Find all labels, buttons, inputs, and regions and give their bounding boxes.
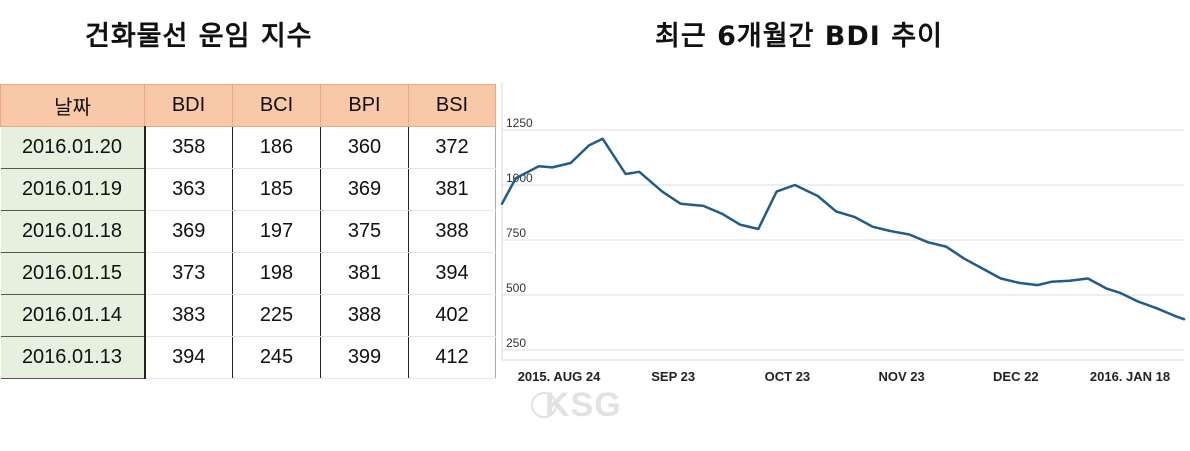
y-tick-label: 1250 bbox=[506, 116, 533, 130]
chart-title: 최근 6개월간 BDI 추이 bbox=[655, 21, 943, 52]
x-tick-label: 2015. AUG 24 bbox=[518, 369, 601, 384]
cell-bsi: 372 bbox=[408, 126, 496, 169]
cell-bdi: 363 bbox=[144, 168, 233, 211]
cell-bpi: 360 bbox=[320, 126, 409, 169]
table-row: 2016.01.20 358 186 360 372 bbox=[0, 126, 496, 169]
watermark-seal-icon bbox=[531, 392, 557, 418]
table-title: 건화물선 운임 지수 bbox=[85, 21, 313, 52]
cell-bci: 197 bbox=[232, 210, 321, 253]
header-bci: BCI bbox=[232, 84, 321, 127]
cell-bdi: 358 bbox=[144, 126, 233, 169]
cell-bpi: 381 bbox=[320, 252, 409, 295]
table-row: 2016.01.18 369 197 375 388 bbox=[0, 210, 496, 253]
header-date: 날짜 bbox=[0, 84, 145, 127]
y-tick-label: 500 bbox=[506, 281, 526, 295]
cell-bpi: 375 bbox=[320, 210, 409, 253]
cell-bsi: 381 bbox=[408, 168, 496, 211]
y-tick-label: 250 bbox=[506, 336, 526, 350]
cell-date: 2016.01.19 bbox=[0, 168, 146, 211]
header-bpi: BPI bbox=[320, 84, 409, 127]
cell-bdi: 383 bbox=[144, 294, 233, 337]
cell-bsi: 394 bbox=[408, 252, 496, 295]
cell-bsi: 402 bbox=[408, 294, 496, 337]
cell-date: 2016.01.20 bbox=[0, 126, 146, 169]
cell-date: 2016.01.13 bbox=[0, 336, 146, 379]
cell-bci: 198 bbox=[232, 252, 321, 295]
cell-bsi: 388 bbox=[408, 210, 496, 253]
cell-bdi: 369 bbox=[144, 210, 233, 253]
table-row: 2016.01.13 394 245 399 412 bbox=[0, 336, 496, 379]
watermark-logo: KSG bbox=[545, 386, 622, 424]
x-tick-label: OCT 23 bbox=[765, 369, 811, 384]
cell-date: 2016.01.14 bbox=[0, 294, 146, 337]
cell-bpi: 388 bbox=[320, 294, 409, 337]
cell-bci: 225 bbox=[232, 294, 321, 337]
bdi-series-line bbox=[500, 137, 1186, 321]
x-tick-label: 2016. JAN 18 bbox=[1090, 369, 1170, 384]
cell-bdi: 373 bbox=[144, 252, 233, 295]
cell-date: 2016.01.15 bbox=[0, 252, 146, 295]
x-tick-label: SEP 23 bbox=[651, 369, 695, 384]
cell-date: 2016.01.18 bbox=[0, 210, 146, 253]
cell-bsi: 412 bbox=[408, 336, 496, 379]
table-row: 2016.01.15 373 198 381 394 bbox=[0, 252, 496, 295]
bdi-line-chart: 1250 1000 750 500 250 2015. AUG 24 SEP 23 OCT 2… bbox=[500, 82, 1186, 384]
header-bdi: BDI bbox=[144, 84, 233, 127]
y-tick-label: 1000 bbox=[506, 171, 533, 185]
table-header-row: 날짜 BDI BCI BPI BSI bbox=[0, 84, 496, 127]
x-tick-label: DEC 22 bbox=[993, 369, 1039, 384]
x-tick-label: NOV 23 bbox=[878, 369, 924, 384]
header-bsi: BSI bbox=[408, 84, 496, 127]
cell-bci: 245 bbox=[232, 336, 321, 379]
cell-bpi: 369 bbox=[320, 168, 409, 211]
cell-bci: 185 bbox=[232, 168, 321, 211]
y-tick-label: 750 bbox=[506, 226, 526, 240]
table-row: 2016.01.19 363 185 369 381 bbox=[0, 168, 496, 211]
cell-bpi: 399 bbox=[320, 336, 409, 379]
table-row: 2016.01.14 383 225 388 402 bbox=[0, 294, 496, 337]
cell-bci: 186 bbox=[232, 126, 321, 169]
cell-bdi: 394 bbox=[144, 336, 233, 379]
freight-index-table: 날짜 BDI BCI BPI BSI 2016.01.20 358 186 36… bbox=[0, 84, 496, 379]
